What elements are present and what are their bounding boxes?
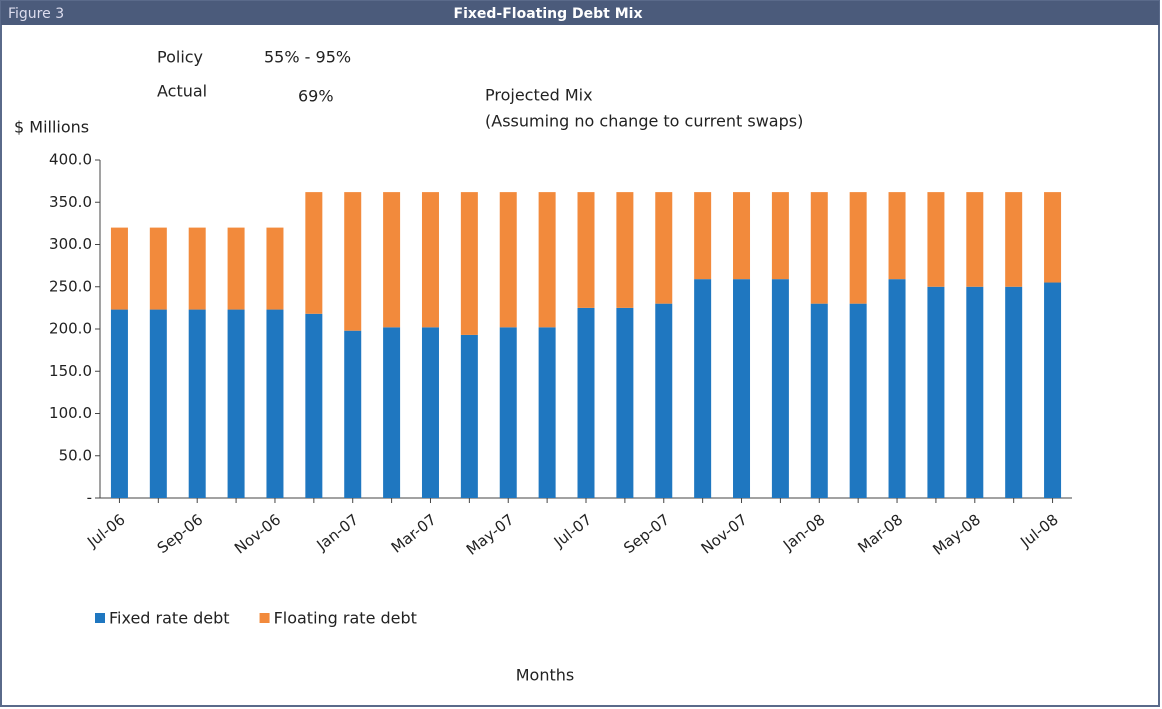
bar-segment: [888, 279, 906, 498]
bar-segment: [538, 327, 556, 498]
bar-segment: [577, 307, 595, 498]
bar-segment: [421, 327, 439, 498]
bar-segment: [771, 192, 789, 280]
bar-segment: [1005, 192, 1023, 287]
x-axis-label: Months: [516, 666, 574, 685]
bar-segment: [966, 286, 984, 498]
bar-segment: [460, 192, 478, 335]
annotation: Actual: [157, 82, 207, 101]
bar-segment: [927, 192, 945, 287]
bar-segment: [616, 192, 634, 308]
bar-segment: [733, 192, 751, 280]
bar-segment: [188, 309, 206, 498]
y-tick-label: 250.0: [49, 277, 92, 295]
bar-segment: [694, 192, 712, 280]
legend-swatch: [95, 613, 105, 623]
y-axis-label: $ Millions: [14, 118, 89, 137]
bar-segment: [110, 309, 128, 498]
bar-segment: [927, 286, 945, 498]
bar-segment: [149, 309, 167, 498]
bar-segment: [771, 279, 789, 498]
y-tick-label: 150.0: [49, 362, 92, 380]
figure-label: Figure 3: [8, 6, 64, 22]
bar-segment: [810, 303, 828, 498]
legend-swatch: [259, 613, 270, 623]
legend-label: Fixed rate debt: [109, 609, 230, 628]
bar-segment: [849, 303, 867, 498]
bar-segment: [499, 192, 517, 328]
y-tick-label: 400.0: [49, 151, 92, 169]
bar-segment: [1005, 286, 1023, 498]
bar-segment: [538, 192, 556, 328]
annotation: 69%: [298, 87, 334, 106]
header-bar: [1, 1, 1159, 25]
bar-segment: [655, 192, 673, 304]
bar-segment: [888, 192, 906, 280]
bar-segment: [655, 303, 673, 498]
bar-segment: [1044, 192, 1062, 283]
annotation: (Assuming no change to current swaps): [485, 112, 803, 131]
legend-label: Floating rate debt: [274, 609, 417, 628]
y-tick-label: -: [87, 489, 92, 507]
bar-segment: [266, 227, 284, 310]
bar-segment: [305, 192, 323, 314]
bar-segment: [383, 327, 401, 498]
bar-segment: [305, 313, 323, 498]
y-tick-label: 200.0: [49, 320, 92, 338]
bar-segment: [344, 330, 362, 498]
bar-segment: [110, 227, 128, 310]
y-tick-label: 50.0: [59, 446, 92, 464]
annotation: Projected Mix: [485, 86, 593, 105]
annotation: Policy: [157, 48, 203, 67]
bar-segment: [227, 227, 245, 310]
bar-segment: [266, 309, 284, 498]
bar-segment: [460, 334, 478, 498]
bar-segment: [499, 327, 517, 498]
bar-segment: [733, 279, 751, 498]
bar-segment: [1044, 282, 1062, 498]
bar-segment: [344, 192, 362, 331]
bar-segment: [966, 192, 984, 287]
bar-segment: [849, 192, 867, 304]
y-tick-label: 350.0: [49, 193, 92, 211]
y-tick-label: 100.0: [49, 404, 92, 422]
bar-segment: [227, 309, 245, 498]
bar-segment: [383, 192, 401, 328]
bar-segment: [694, 279, 712, 498]
bar-segment: [421, 192, 439, 328]
bar-segment: [188, 227, 206, 310]
chart-title: Fixed-Floating Debt Mix: [454, 6, 643, 22]
annotation: 55% - 95%: [264, 48, 351, 67]
bar-segment: [810, 192, 828, 304]
bar-segment: [616, 307, 634, 498]
bar-segment: [577, 192, 595, 308]
y-tick-label: 300.0: [49, 235, 92, 253]
bar-segment: [149, 227, 167, 310]
